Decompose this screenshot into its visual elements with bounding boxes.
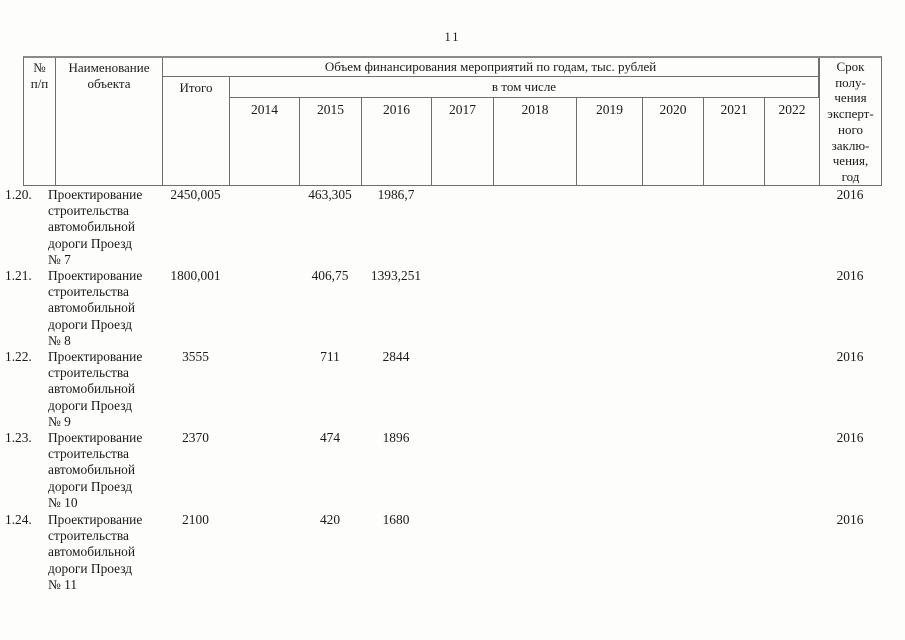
table-row: 1.22. Проектирование строительства автом… bbox=[0, 349, 905, 430]
term-value: 2016 bbox=[836, 430, 864, 445]
value-2015: 474 bbox=[319, 430, 341, 445]
row-number: 1.22. bbox=[5, 349, 32, 364]
header-cell-year-2017: 2017 bbox=[432, 98, 494, 186]
object-name: Проектирование строительства автомобильн… bbox=[48, 349, 143, 429]
header-cell-year-2022: 2022 bbox=[778, 102, 806, 117]
value-2016: 1986,7 bbox=[377, 187, 415, 202]
row-number: 1.24. bbox=[5, 512, 32, 527]
total-value: 2450,005 bbox=[170, 187, 221, 202]
header-cell-year-2019: 2019 bbox=[577, 98, 643, 186]
total-value: 2370 bbox=[182, 430, 209, 445]
table-row: 1.21. Проектирование строительства автом… bbox=[0, 268, 905, 349]
header-cell-year-2020: 2020 bbox=[643, 98, 704, 186]
header-cell-year-2021: 2021 bbox=[704, 98, 765, 186]
table-row: 1.20. Проектирование строительства автом… bbox=[0, 187, 905, 268]
page-number: 11 bbox=[444, 30, 461, 44]
value-2015: 406,75 bbox=[311, 268, 349, 283]
value-2016: 1680 bbox=[382, 512, 410, 527]
header-cell-expert-term: Срок полу- чения эксперт- ного заклю- че… bbox=[819, 58, 881, 186]
term-value: 2016 bbox=[836, 349, 864, 364]
value-2015: 711 bbox=[320, 349, 340, 364]
value-2016: 1393,251 bbox=[370, 268, 422, 283]
header-cell-year-2014: 2014 bbox=[230, 98, 300, 186]
object-name: Проектирование строительства автомобильн… bbox=[48, 268, 143, 348]
object-name: Проектирование строительства автомобильн… bbox=[48, 430, 143, 510]
term-value: 2016 bbox=[836, 512, 864, 527]
total-value: 1800,001 bbox=[170, 268, 221, 283]
row-number: 1.20. bbox=[5, 187, 32, 202]
term-value: 2016 bbox=[836, 187, 864, 202]
header-cell-object-name: Наименование объекта bbox=[56, 58, 163, 186]
header-cell-including: в том числе bbox=[230, 77, 819, 98]
value-2016: 2844 bbox=[382, 349, 410, 364]
table-row: 1.23. Проектирование строительства автом… bbox=[0, 430, 905, 511]
term-value: 2016 bbox=[836, 268, 864, 283]
value-2016: 1896 bbox=[382, 430, 410, 445]
header-cell-total: Итого bbox=[163, 77, 230, 186]
value-2015: 420 bbox=[319, 512, 341, 527]
header-cell-year-2015: 2015 bbox=[300, 98, 362, 186]
total-value: 2100 bbox=[182, 512, 209, 527]
header-cell-year-2018: 2018 bbox=[494, 98, 577, 186]
object-name: Проектирование строительства автомобильн… bbox=[48, 512, 143, 592]
header-cell-year-2016: 2016 bbox=[362, 98, 432, 186]
header-cell-row-number: № п/п bbox=[24, 58, 56, 186]
total-value: 3555 bbox=[182, 349, 209, 364]
object-name: Проектирование строительства автомобильн… bbox=[48, 187, 143, 267]
table-row: 1.24. Проектирование строительства автом… bbox=[0, 512, 905, 593]
row-number: 1.21. bbox=[5, 268, 32, 283]
header-cell-financing-volume: Объем финансирования мероприятий по года… bbox=[163, 58, 819, 77]
row-number: 1.23. bbox=[5, 430, 32, 445]
table-header: № п/п Наименование объекта Объем финанси… bbox=[23, 56, 882, 186]
value-2015: 463,305 bbox=[308, 187, 352, 202]
